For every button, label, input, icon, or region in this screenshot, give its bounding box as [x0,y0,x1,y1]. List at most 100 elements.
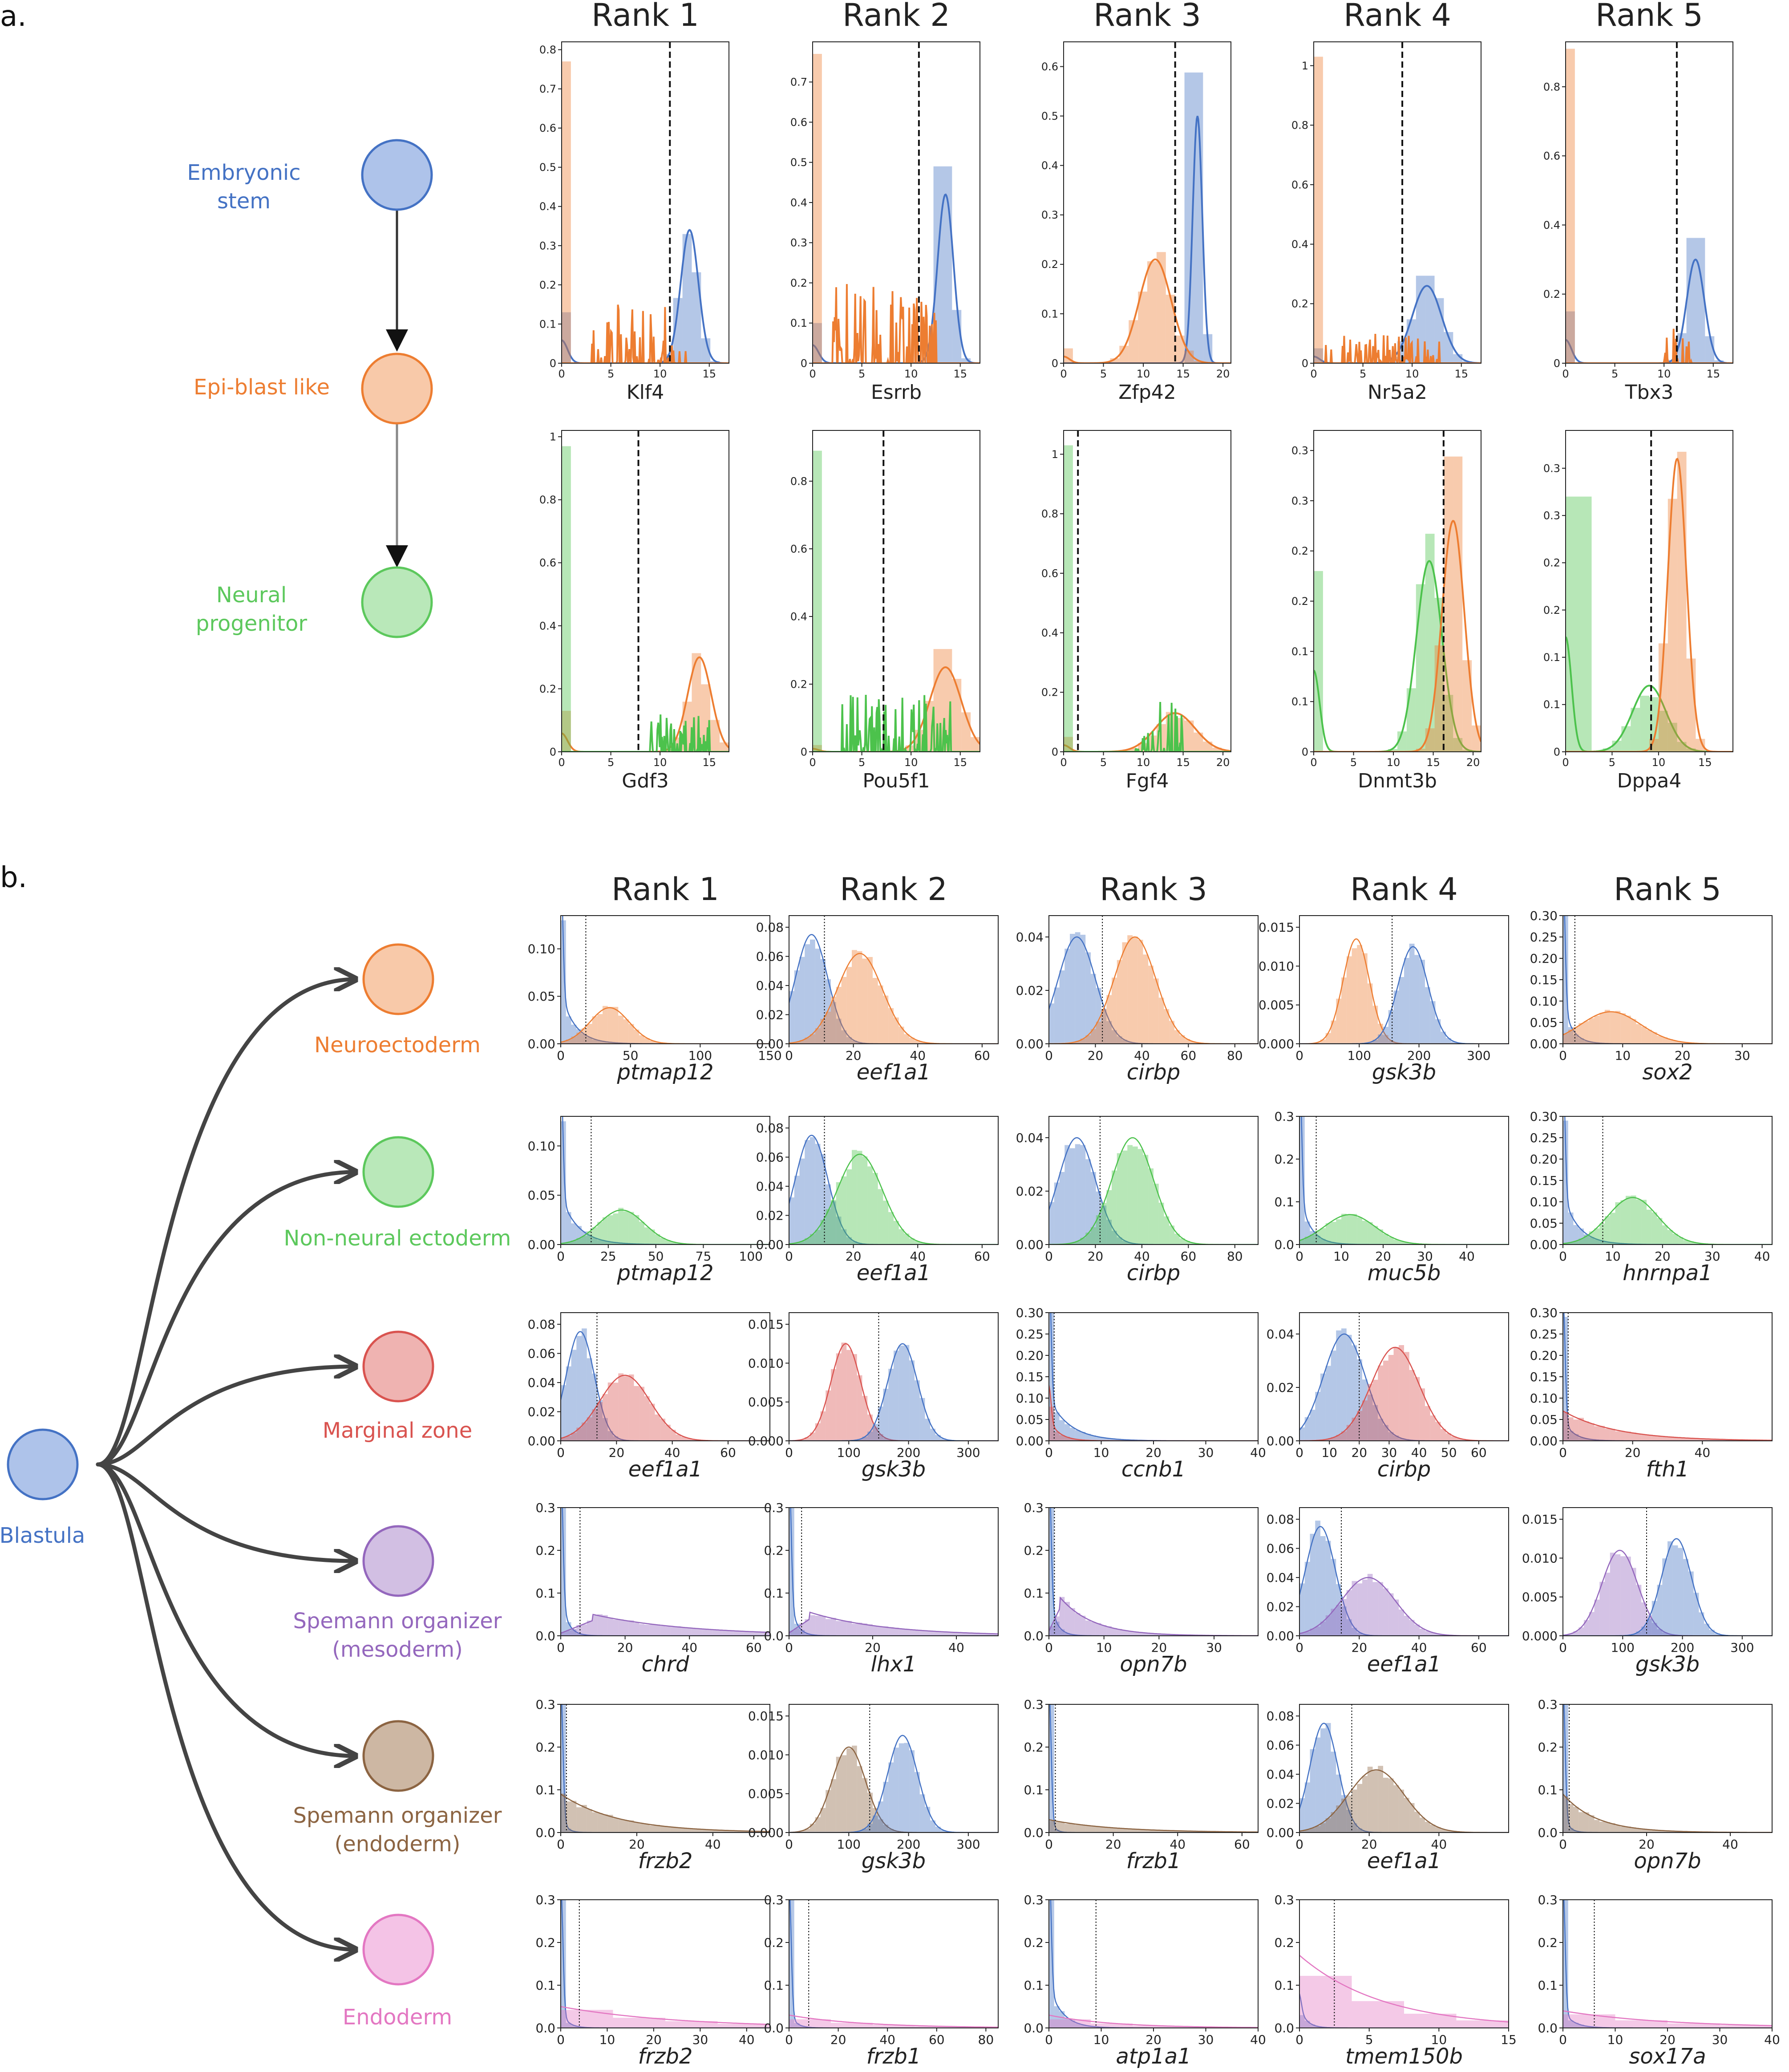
hist-bar [1106,1626,1112,1636]
hist-bar [831,1618,836,1636]
node-label-line: Embryonic [187,160,301,185]
y-tick-label: 0.10 [1530,1391,1558,1406]
x-tick-label: 0 [1559,2032,1567,2047]
hist-bar [883,1438,889,1441]
hist-bar [1584,2026,1589,2028]
hist-bar [1641,1829,1647,1833]
hist-bar [1620,1431,1626,1441]
hist-bar [571,1025,577,1044]
hist-bar [1315,1392,1320,1441]
hist-bar [1299,1798,1305,1833]
hist-bar [794,1623,800,1636]
hist-bar [1441,1429,1446,1441]
hist-bar [1388,1593,1394,1636]
y-tick-label: 0.0 [764,1629,784,1643]
hist-bar-zero [813,54,822,363]
hist-bar [1304,1221,1310,1245]
y-tick-label: 0.0 [535,1825,555,1840]
rank-header-b-4: Rank 4 [1350,871,1458,908]
hist-bar [1462,660,1472,752]
y-tick-label: 0.00 [1267,1434,1294,1448]
hist-bar [1331,1812,1336,1833]
hist-bar [660,1626,665,1636]
hist-bar [1641,1602,1647,1636]
hist-bar [857,1766,862,1833]
hist-bar-zero [1563,1120,1568,1245]
hist-bar [1430,1825,1436,1833]
hist-bar [820,1616,826,1636]
hist-bar [1064,1436,1070,1441]
hist-bar [582,1634,587,1636]
x-tick-label: 0 [1060,756,1067,769]
chart-frame [1562,1116,1773,1245]
y-tick-label: 0.2 [1274,1152,1294,1167]
y-tick-label: 0.5 [790,156,807,169]
hist-bar [831,1002,836,1044]
chart-frame [1299,1704,1509,1833]
hist-bar [878,1626,883,1636]
hist-bar [1336,1243,1341,1245]
y-tick-label: 0.02 [1016,983,1044,998]
hist-bar [660,1237,665,1245]
hist-bar [799,2026,805,2028]
chart-frame [560,1312,770,1441]
y-tick-label: 0.0 [1274,1237,1294,1252]
hist-bar [1683,1042,1688,1044]
gene-label: cirbp [1377,1457,1431,1482]
hist-bar [894,1748,899,1833]
hist-bar [1636,1199,1642,1245]
x-tick-label: 15 [702,756,716,769]
chart-frame [1299,1312,1509,1441]
hist-bar [1605,1216,1610,1245]
hist-bar [794,1042,800,1044]
y-tick-label: 0.20 [1530,1348,1558,1363]
hist-bar [1070,2020,1075,2028]
hist-bar [1325,1223,1331,1245]
hist-bar [1631,1827,1636,1833]
arrow-blastula-to-endoderm [96,1462,356,1950]
hist-bar [1589,1439,1595,1441]
hist-bar [1133,937,1138,1044]
hist-bar [1678,1548,1684,1636]
hist-bar [1378,1766,1383,1833]
hist-bar [789,1630,794,1636]
y-tick-label: 0.0 [1538,1825,1558,1840]
hist-bar [1589,1018,1595,1044]
hist-bar [852,1241,857,1245]
hist-bar [1647,1618,1652,1636]
y-tick-label: 0.3 [535,1697,555,1712]
hist-bar [1563,1411,1568,1441]
y-tick-label: 0 [550,357,556,369]
y-tick-label: 0.2 [535,1935,555,1950]
hist-bar [1127,935,1133,1044]
y-tick-label: 0.20 [1016,1348,1044,1363]
y-tick-label: 0.2 [1041,686,1058,699]
hist-bar [655,1042,660,1044]
y-tick-label: 0.015 [1522,1512,1558,1527]
hist-bar [1568,2020,1574,2028]
hist-bar [1662,1632,1668,1636]
hist-bar [1091,1227,1096,1245]
density-line [789,1343,998,1441]
density-line [1563,1313,1772,1441]
hist-bar [1174,1030,1180,1044]
hist-bar [857,1243,862,1245]
chart-plot-area [561,1900,770,2028]
hist-bar [576,2027,582,2028]
y-tick-label: 0.1 [1291,645,1308,658]
hist-bar [888,1627,894,1636]
hist-bar [930,1820,935,1833]
hist-bar [639,1035,644,1044]
y-tick-label: 0.00 [1530,1434,1558,1448]
hist-bar [1075,1613,1081,1636]
hist-bar [1320,1228,1326,1245]
hist-bar [644,1824,650,1833]
x-tick-label: 150 [758,1048,781,1063]
hist-bar [1610,1242,1615,1245]
x-tick-label: 0 [1045,1445,1053,1460]
hist-bar [607,1382,613,1441]
